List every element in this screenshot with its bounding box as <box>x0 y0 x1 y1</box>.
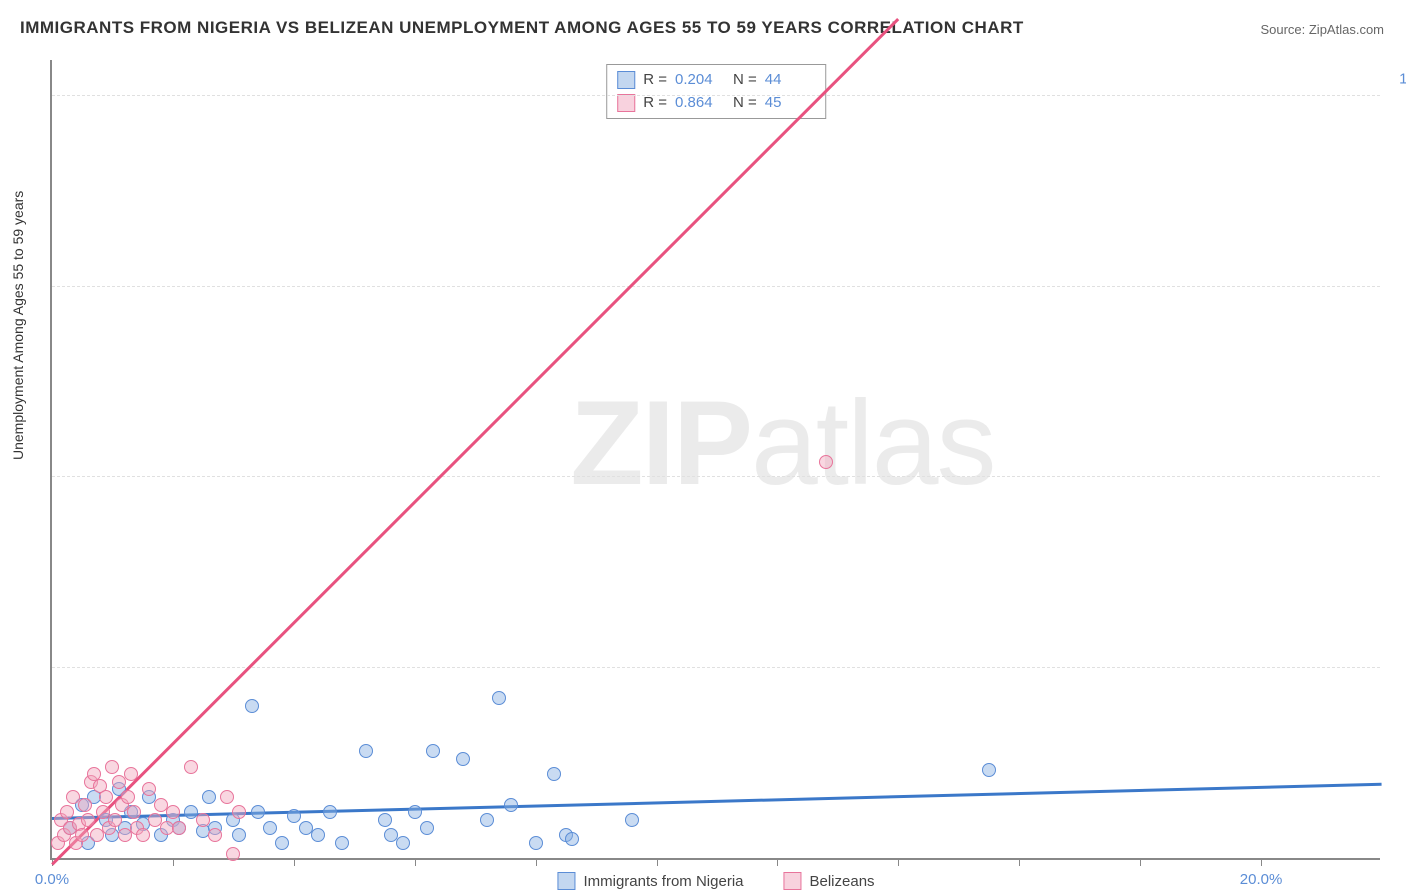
data-point <box>263 821 277 835</box>
data-point <box>819 455 833 469</box>
data-point <box>504 798 518 812</box>
legend-swatch <box>617 71 635 89</box>
data-point <box>226 847 240 861</box>
y-tick-label: 50.0% <box>1390 452 1406 469</box>
data-point <box>136 828 150 842</box>
data-point <box>565 832 579 846</box>
data-point <box>121 790 135 804</box>
x-tick-mark <box>657 858 658 866</box>
legend-label: Belizeans <box>810 873 875 890</box>
data-point <box>184 760 198 774</box>
gridline <box>52 476 1380 477</box>
data-point <box>323 805 337 819</box>
data-point <box>220 790 234 804</box>
x-tick-mark <box>898 858 899 866</box>
data-point <box>166 805 180 819</box>
data-point <box>480 813 494 827</box>
series-legend: Immigrants from Nigeria Belizeans <box>557 872 874 890</box>
data-point <box>420 821 434 835</box>
watermark: ZIPatlas <box>570 374 994 512</box>
legend-row: R = 0.204 N = 44 <box>617 69 815 92</box>
data-point <box>172 821 186 835</box>
source-label: Source: ZipAtlas.com <box>1260 22 1384 37</box>
y-tick-label: 100.0% <box>1390 71 1406 88</box>
data-point <box>142 782 156 796</box>
legend-item: Immigrants from Nigeria <box>557 872 743 890</box>
chart-title: IMMIGRANTS FROM NIGERIA VS BELIZEAN UNEM… <box>20 18 1024 38</box>
data-point <box>396 836 410 850</box>
trend-line <box>51 18 899 865</box>
legend-r-label: R = <box>643 69 667 92</box>
data-point <box>625 813 639 827</box>
data-point <box>75 828 89 842</box>
data-point <box>196 813 210 827</box>
legend-n-value: 44 <box>765 69 815 92</box>
legend-n-label: N = <box>733 69 757 92</box>
data-point <box>287 809 301 823</box>
data-point <box>335 836 349 850</box>
x-tick-mark <box>536 858 537 866</box>
y-axis-label: Unemployment Among Ages 55 to 59 years <box>10 191 26 460</box>
data-point <box>359 744 373 758</box>
data-point <box>275 836 289 850</box>
data-point <box>426 744 440 758</box>
x-tick-label: 20.0% <box>1240 871 1283 888</box>
data-point <box>378 813 392 827</box>
x-tick-mark <box>173 858 174 866</box>
x-tick-mark <box>1140 858 1141 866</box>
legend-item: Belizeans <box>784 872 875 890</box>
data-point <box>202 790 216 804</box>
legend-label: Immigrants from Nigeria <box>583 873 743 890</box>
legend-swatch <box>557 872 575 890</box>
data-point <box>529 836 543 850</box>
data-point <box>108 813 122 827</box>
data-point <box>982 763 996 777</box>
y-tick-label: 75.0% <box>1390 261 1406 278</box>
x-tick-mark <box>294 858 295 866</box>
data-point <box>208 828 222 842</box>
data-point <box>127 805 141 819</box>
data-point <box>232 828 246 842</box>
data-point <box>547 767 561 781</box>
data-point <box>78 798 92 812</box>
data-point <box>251 805 265 819</box>
x-tick-mark <box>415 858 416 866</box>
data-point <box>311 828 325 842</box>
data-point <box>408 805 422 819</box>
data-point <box>456 752 470 766</box>
x-tick-mark <box>1261 858 1262 866</box>
legend-swatch <box>784 872 802 890</box>
data-point <box>99 790 113 804</box>
y-tick-label: 25.0% <box>1390 642 1406 659</box>
data-point <box>245 699 259 713</box>
data-point <box>60 805 74 819</box>
data-point <box>105 760 119 774</box>
data-point <box>124 767 138 781</box>
gridline <box>52 286 1380 287</box>
data-point <box>81 813 95 827</box>
data-point <box>492 691 506 705</box>
scatter-plot: ZIPatlas R = 0.204N = 44R = 0.864N = 45 … <box>50 60 1380 860</box>
x-tick-label: 0.0% <box>35 871 69 888</box>
legend-r-value: 0.204 <box>675 69 725 92</box>
legend-swatch <box>617 94 635 112</box>
gridline <box>52 95 1380 96</box>
x-tick-mark <box>777 858 778 866</box>
correlation-legend: R = 0.204N = 44R = 0.864N = 45 <box>606 64 826 119</box>
x-tick-mark <box>1019 858 1020 866</box>
data-point <box>232 805 246 819</box>
